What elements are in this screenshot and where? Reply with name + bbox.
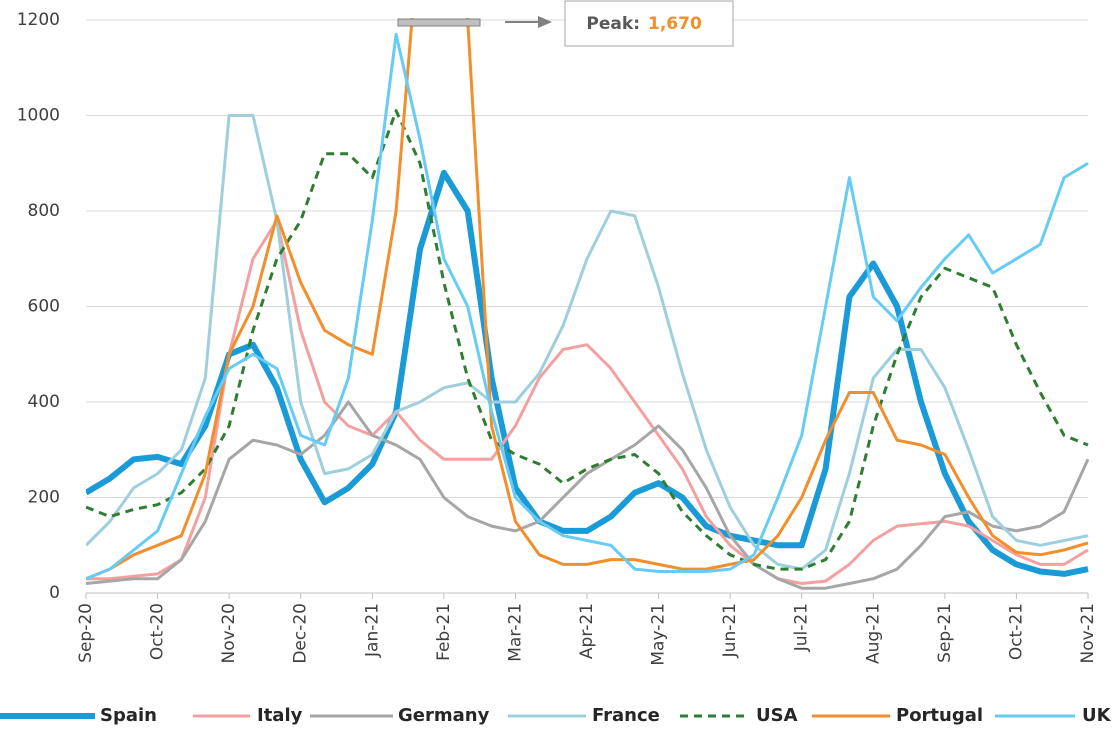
x-tick-label: Apr-21 (577, 603, 597, 659)
x-tick-label: Jun-21 (720, 603, 740, 658)
peak-label: Peak: (586, 14, 640, 34)
x-tick-label: Dec-20 (291, 603, 311, 664)
x-tick-label: Mar-21 (505, 603, 525, 662)
x-tick-label: Aug-21 (863, 603, 883, 664)
series-line (86, 169, 1089, 577)
x-tick-label: Jul-21 (792, 603, 812, 652)
legend-label: USA (756, 705, 798, 726)
y-tick-label: 200 (28, 488, 60, 508)
x-tick-label: Oct-21 (1006, 603, 1026, 660)
series-line (86, 400, 1090, 590)
peak-value: 1,670 (648, 14, 702, 34)
y-tick-label: 1000 (17, 106, 60, 126)
x-tick-label: Sep-20 (76, 603, 96, 663)
x-tick-label: Nov-20 (219, 603, 239, 664)
legend-label: Spain (100, 705, 157, 726)
legend-label: France (592, 705, 660, 726)
y-tick-label: 600 (28, 297, 60, 317)
legend: Spain Italy Germany France USA Portugal UK (0, 705, 1112, 726)
lines (86, 18, 1090, 590)
series-line (86, 18, 1089, 581)
y-tick-label: 800 (28, 201, 60, 221)
x-tick-label: Sep-21 (935, 603, 955, 663)
x-tick-label: Feb-21 (434, 603, 454, 661)
x-tick-label: May-21 (649, 603, 669, 666)
x-tick-label: Jan-21 (362, 603, 382, 658)
peak-marker (397, 18, 481, 27)
y-tick-label: 1200 (17, 10, 60, 30)
peak-box (564, 0, 734, 47)
series-line (86, 114, 1089, 571)
x-tick-label: Nov-21 (1078, 603, 1098, 664)
y-tick-label: 400 (28, 392, 60, 412)
arrow-head (538, 16, 552, 28)
legend-label: UK (1082, 705, 1112, 726)
legend-label: Germany (398, 705, 490, 726)
y-tick-label: 0 (49, 583, 60, 603)
legend-label: Portugal (896, 705, 983, 726)
series-line (86, 219, 1089, 585)
series-line (86, 109, 1089, 571)
x-tick-label: Oct-20 (148, 603, 168, 660)
series-line (86, 32, 1089, 581)
legend-label: Italy (257, 705, 303, 726)
